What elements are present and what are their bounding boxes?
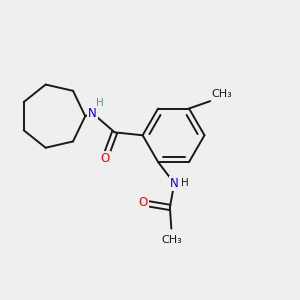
Text: H: H [96, 98, 104, 108]
Text: N: N [170, 177, 179, 190]
Text: H: H [181, 178, 188, 188]
Text: O: O [139, 196, 148, 209]
Text: N: N [88, 107, 97, 120]
Text: CH₃: CH₃ [212, 89, 232, 99]
Text: O: O [100, 152, 110, 165]
Text: CH₃: CH₃ [161, 235, 182, 245]
